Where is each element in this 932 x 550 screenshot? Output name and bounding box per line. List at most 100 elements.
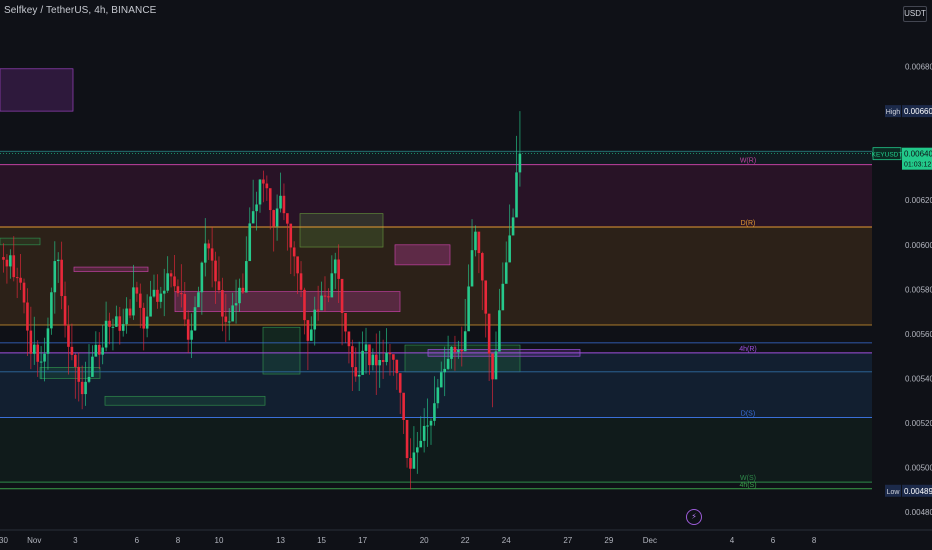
level-label: W(S) xyxy=(740,475,756,482)
candle-body xyxy=(470,250,474,287)
candle-body xyxy=(258,179,262,205)
candle-body xyxy=(248,223,252,262)
candle-body xyxy=(121,324,125,331)
candle-body xyxy=(22,282,26,303)
candle-body xyxy=(409,458,412,469)
candle-body xyxy=(19,277,22,283)
candle-body xyxy=(330,273,334,298)
level-label: D(S) xyxy=(741,410,755,417)
candle-body xyxy=(491,353,494,380)
zone-box xyxy=(0,237,41,246)
zone-box xyxy=(39,367,101,379)
candle-body xyxy=(446,358,450,369)
candle-body xyxy=(487,313,491,354)
candle-body xyxy=(504,262,508,284)
candle-body xyxy=(183,294,187,320)
symbol-tag xyxy=(872,147,902,161)
zone-box xyxy=(104,395,266,406)
candle-body xyxy=(282,195,286,214)
candle-body xyxy=(484,280,488,314)
candle-body xyxy=(224,316,228,322)
candle-body xyxy=(115,316,118,327)
candle-body xyxy=(351,346,354,368)
symbol-label: KEYUSDT xyxy=(872,152,903,159)
candle-body xyxy=(354,367,358,377)
candle-body xyxy=(405,419,409,459)
candle-body xyxy=(139,293,142,308)
x-tick-label: 24 xyxy=(502,536,511,545)
x-tick-label: 20 xyxy=(420,536,429,545)
candle-body xyxy=(460,349,464,352)
candle-body xyxy=(245,261,248,293)
candle-body xyxy=(108,320,111,327)
candle-body xyxy=(337,259,340,279)
candle-body xyxy=(316,309,320,311)
zone-box xyxy=(174,291,401,312)
level-zone xyxy=(0,352,872,418)
candle-body xyxy=(289,223,293,248)
candle-body xyxy=(416,447,419,453)
candle-body xyxy=(217,281,221,291)
level-zone xyxy=(0,226,872,326)
x-tick-label: 22 xyxy=(461,536,470,545)
candle-body xyxy=(494,351,498,380)
x-tick-label: 13 xyxy=(276,536,285,545)
candle-body xyxy=(340,278,344,313)
level-zone xyxy=(0,164,872,227)
candle-body xyxy=(327,296,330,298)
high-value-tag xyxy=(902,105,932,118)
candle-body xyxy=(392,354,395,360)
low-label: Low xyxy=(887,489,901,496)
candle-body xyxy=(56,259,60,262)
lightning-icon[interactable]: ⚡ xyxy=(686,509,702,525)
candle-body xyxy=(50,292,53,329)
candle-body xyxy=(344,312,347,332)
symbol-title: Selfkey / TetherUS, 4h, BINANCE xyxy=(4,5,157,16)
candle-body xyxy=(67,325,70,347)
candle-body xyxy=(190,330,193,340)
candle-body xyxy=(60,259,63,297)
x-tick-label: 29 xyxy=(604,536,613,545)
candle-body xyxy=(12,255,16,278)
x-tick-label: 6 xyxy=(771,536,776,545)
candle-body xyxy=(149,296,152,317)
level-label: 4h(R) xyxy=(739,346,757,353)
candle-body xyxy=(128,308,132,316)
zone-box xyxy=(299,213,384,248)
zone-box xyxy=(404,344,521,373)
candle-body xyxy=(132,287,135,316)
candle-body xyxy=(419,440,423,448)
candle-body xyxy=(173,276,176,287)
candle-body xyxy=(125,308,128,325)
candle-body xyxy=(227,321,231,323)
candle-body xyxy=(39,361,43,363)
candle-body xyxy=(286,213,289,224)
zone-box xyxy=(262,326,301,375)
candle-body xyxy=(104,320,108,348)
low-tag xyxy=(885,484,901,497)
candle-body xyxy=(80,381,84,395)
candle-body xyxy=(32,344,36,354)
currency-button[interactable]: USDT xyxy=(903,6,927,22)
level-label: W(R) xyxy=(740,158,756,165)
zone-box xyxy=(73,266,149,272)
candle-body xyxy=(186,319,190,340)
x-tick-label: 3 xyxy=(73,536,78,545)
candle-body xyxy=(422,425,426,441)
candle-body xyxy=(2,257,5,260)
candle-body xyxy=(84,381,87,395)
candle-body xyxy=(272,210,275,227)
candle-body xyxy=(313,309,317,330)
candle-body xyxy=(368,344,371,366)
candle-body xyxy=(87,376,91,382)
candle-body xyxy=(101,347,104,355)
candle-body xyxy=(463,331,467,352)
low-value-tag xyxy=(902,484,932,497)
candle-body xyxy=(142,307,146,329)
high-tag xyxy=(885,105,901,118)
x-tick-label: 10 xyxy=(215,536,224,545)
